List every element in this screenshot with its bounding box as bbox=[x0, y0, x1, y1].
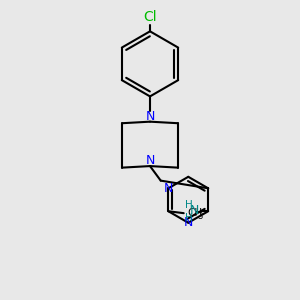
Text: N: N bbox=[189, 204, 199, 217]
Text: N: N bbox=[145, 154, 155, 167]
Text: N: N bbox=[164, 182, 173, 195]
Text: 3: 3 bbox=[197, 212, 203, 221]
Text: N: N bbox=[184, 216, 193, 229]
Text: H: H bbox=[185, 213, 193, 223]
Text: H: H bbox=[185, 200, 193, 210]
Text: CH: CH bbox=[188, 208, 203, 218]
Text: Cl: Cl bbox=[143, 10, 157, 24]
Text: N: N bbox=[145, 110, 155, 123]
